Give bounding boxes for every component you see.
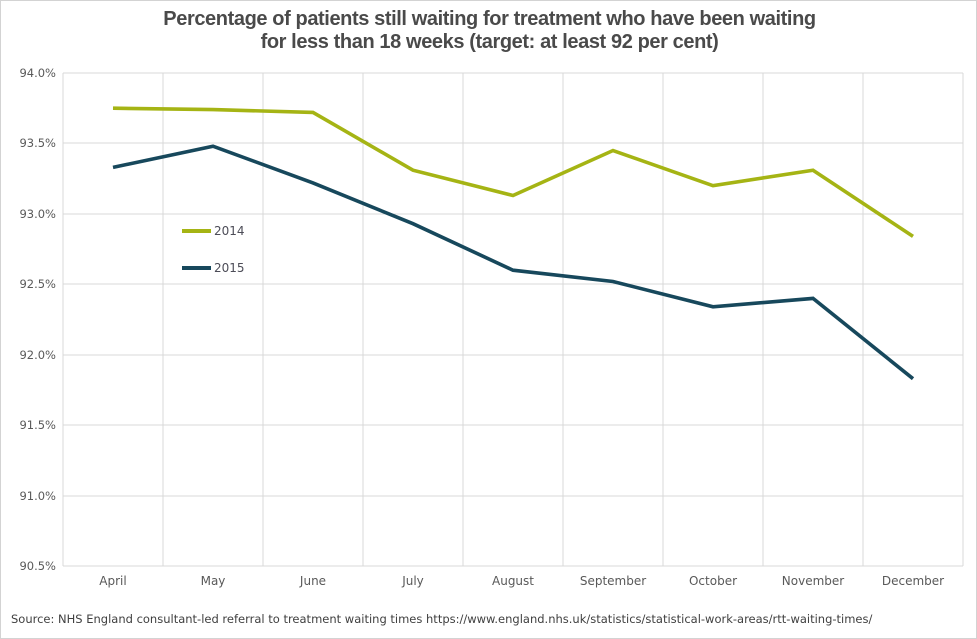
y-axis-tick-label: 94.0% bbox=[19, 66, 56, 80]
x-axis-month-label: April bbox=[99, 574, 127, 588]
chart-title: Percentage of patients still waiting for… bbox=[1, 8, 976, 54]
y-axis-tick-label: 91.5% bbox=[19, 418, 56, 432]
x-axis-month-label: November bbox=[781, 574, 845, 588]
x-axis-month-label: June bbox=[299, 574, 327, 588]
x-axis-month-label: May bbox=[200, 574, 226, 588]
legend: 2014 2015 bbox=[182, 223, 245, 297]
y-axis-tick-label: 93.0% bbox=[19, 207, 56, 221]
x-axis-month-label: August bbox=[492, 574, 534, 588]
legend-item-2015: 2015 bbox=[182, 260, 245, 276]
legend-swatch bbox=[182, 266, 211, 270]
legend-swatch bbox=[182, 229, 211, 233]
x-axis-month-label: October bbox=[688, 574, 738, 588]
x-axis-month-label: September bbox=[579, 574, 647, 588]
y-axis-tick-label: 92.5% bbox=[19, 277, 56, 291]
series-line-2015 bbox=[112, 144, 915, 381]
x-axis-month-label: July bbox=[402, 574, 424, 588]
y-axis-tick-label: 90.5% bbox=[19, 559, 56, 573]
x-axis-month-label: December bbox=[881, 574, 945, 588]
legend-item-2014: 2014 bbox=[182, 223, 245, 239]
y-axis-tick-label: 93.5% bbox=[19, 136, 56, 150]
chart-title-line1: Percentage of patients still waiting for… bbox=[163, 8, 816, 30]
chart-title-line2: for less than 18 weeks (target: at least… bbox=[260, 31, 719, 53]
y-axis-tick-label: 92.0% bbox=[19, 348, 56, 362]
legend-label: 2015 bbox=[214, 261, 245, 275]
y-axis-tick-label: 91.0% bbox=[19, 489, 56, 503]
series-line-2014 bbox=[112, 106, 914, 238]
legend-label: 2014 bbox=[214, 224, 245, 238]
source-text: Source: NHS England consultant-led refer… bbox=[11, 612, 873, 626]
